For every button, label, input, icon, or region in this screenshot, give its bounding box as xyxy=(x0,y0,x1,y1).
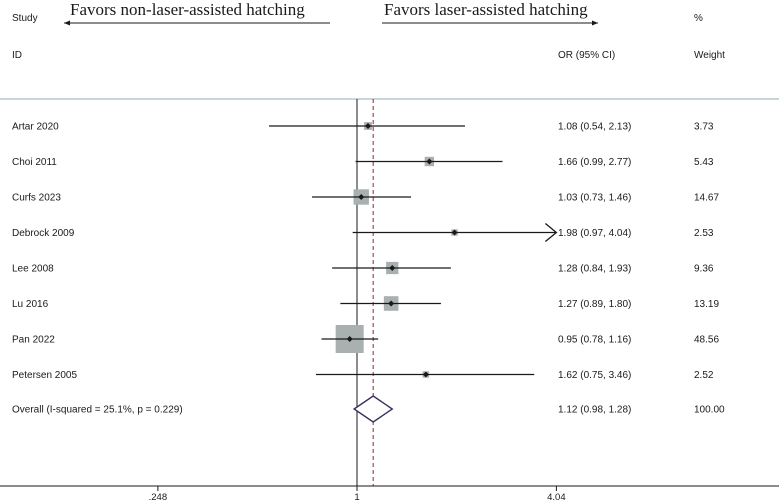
study-point-estimate xyxy=(426,158,433,165)
study-row: Artar 2020 1.08 (0.54, 2.13) 3.73 xyxy=(12,122,714,133)
study-name: Curfs 2023 xyxy=(12,193,61,204)
study-or-ci: 1.28 (0.84, 1.93) xyxy=(558,264,631,275)
favors-left-label: Favors non-laser-assisted hatching xyxy=(70,0,305,19)
overall-weight: 100.00 xyxy=(694,405,725,416)
study-or-ci: 1.62 (0.75, 3.46) xyxy=(558,370,631,381)
id-header: ID xyxy=(12,50,22,61)
study-row: Choi 2011 1.66 (0.99, 2.77) 5.43 xyxy=(12,156,714,168)
study-name: Pan 2022 xyxy=(12,335,55,346)
study-or-ci: 0.95 (0.78, 1.16) xyxy=(558,335,631,346)
weight-header: Weight xyxy=(694,50,725,61)
x-tick-label: 1 xyxy=(354,492,359,501)
overall-diamond xyxy=(352,395,394,423)
or-ci-header: OR (95% CI) xyxy=(558,50,615,61)
study-or-ci: 1.27 (0.89, 1.80) xyxy=(558,299,631,310)
study-point-estimate xyxy=(388,300,395,307)
study-or-ci: 1.98 (0.97, 4.04) xyxy=(558,228,631,239)
study-point-estimate xyxy=(389,265,396,271)
study-weight: 9.36 xyxy=(694,264,714,275)
study-name: Petersen 2005 xyxy=(12,370,77,381)
study-name: Debrock 2009 xyxy=(12,228,75,239)
study-weight: 13.19 xyxy=(694,299,719,310)
x-tick-label: 4.04 xyxy=(547,492,566,501)
study-point-estimate xyxy=(451,229,458,236)
study-header: Study xyxy=(12,13,38,24)
x-axis-ticks: .248 1 4.04 xyxy=(149,486,566,501)
study-row: Debrock 2009 1.98 (0.97, 4.04) 2.53 xyxy=(12,222,714,243)
study-row: Petersen 2005 1.62 (0.75, 3.46) 2.52 xyxy=(12,370,714,381)
study-row: Pan 2022 0.95 (0.78, 1.16) 48.56 xyxy=(12,325,719,353)
study-name: Lee 2008 xyxy=(12,264,54,275)
study-or-ci: 1.03 (0.73, 1.46) xyxy=(558,193,631,204)
ci-arrow-head xyxy=(544,222,558,243)
study-weight: 48.56 xyxy=(694,335,719,346)
study-weight: 2.52 xyxy=(694,370,714,381)
study-name: Lu 2016 xyxy=(12,299,49,310)
overall-row: Overall (I-squared = 25.1%, p = 0.229) 1.… xyxy=(12,395,725,423)
percent-header: % xyxy=(694,13,703,24)
study-weight: 5.43 xyxy=(694,157,714,168)
study-weight: 2.53 xyxy=(694,228,714,239)
study-point-estimate xyxy=(422,371,429,378)
study-point-estimate xyxy=(364,123,371,129)
study-point-estimate xyxy=(346,336,353,342)
study-or-ci: 1.66 (0.99, 2.77) xyxy=(558,157,631,168)
study-weight: 14.67 xyxy=(694,193,719,204)
study-point-estimate xyxy=(358,194,365,200)
study-row: Lu 2016 1.27 (0.89, 1.80) 13.19 xyxy=(12,296,719,311)
study-weight: 3.73 xyxy=(694,122,714,133)
study-rows: Artar 2020 1.08 (0.54, 2.13) 3.73 Choi 2011… xyxy=(12,122,719,382)
study-name: Artar 2020 xyxy=(12,122,59,133)
study-name: Choi 2011 xyxy=(12,157,57,168)
favors-right-label: Favors laser-assisted hatching xyxy=(384,0,588,19)
overall-label: Overall (I-squared = 25.1%, p = 0.229) xyxy=(12,405,183,416)
favors-left-arrow xyxy=(64,20,330,26)
x-tick-label: .248 xyxy=(149,492,168,501)
study-row: Lee 2008 1.28 (0.84, 1.93) 9.36 xyxy=(12,261,714,275)
study-row: Curfs 2023 1.03 (0.73, 1.46) 14.67 xyxy=(12,189,719,205)
study-or-ci: 1.08 (0.54, 2.13) xyxy=(558,122,631,133)
overall-or-ci: 1.12 (0.98, 1.28) xyxy=(558,405,631,416)
favors-right-arrow xyxy=(382,20,598,26)
